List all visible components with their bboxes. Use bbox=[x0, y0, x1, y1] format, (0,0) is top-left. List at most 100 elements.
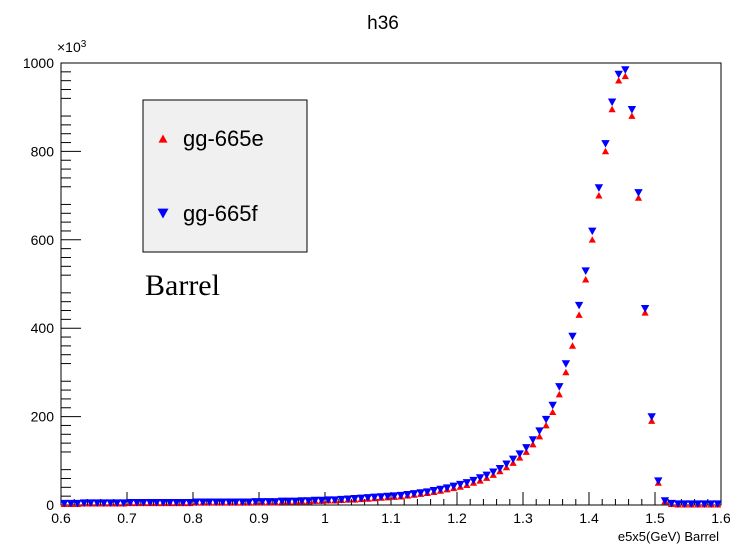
data-point bbox=[581, 267, 590, 275]
data-point bbox=[357, 494, 366, 503]
data-point bbox=[562, 368, 570, 376]
data-point bbox=[462, 479, 472, 487]
data-point bbox=[542, 421, 550, 429]
data-point bbox=[343, 495, 353, 504]
data-point bbox=[436, 485, 445, 494]
data-point bbox=[264, 498, 274, 506]
data-point bbox=[601, 140, 610, 148]
data-point bbox=[205, 498, 214, 507]
data-point bbox=[416, 489, 425, 497]
data-point bbox=[376, 493, 386, 501]
data-point bbox=[495, 464, 505, 473]
data-point bbox=[429, 487, 439, 495]
data-point bbox=[555, 383, 564, 391]
data-point bbox=[647, 413, 656, 421]
data-point bbox=[607, 98, 617, 107]
data-point bbox=[575, 311, 583, 318]
data-point bbox=[423, 488, 432, 496]
data-point bbox=[66, 499, 76, 508]
data-point bbox=[706, 500, 716, 508]
data-point bbox=[409, 490, 419, 498]
data-point bbox=[396, 491, 406, 500]
data-point bbox=[119, 499, 128, 507]
data-point bbox=[185, 498, 194, 507]
data-point bbox=[244, 498, 254, 507]
data-point bbox=[304, 497, 313, 505]
data-point bbox=[370, 493, 379, 502]
legend-label-gg-665f: gg-665f bbox=[183, 201, 259, 226]
data-point bbox=[310, 496, 320, 505]
data-point bbox=[383, 492, 392, 501]
data-point bbox=[337, 495, 346, 504]
data-point bbox=[218, 498, 227, 507]
data-point bbox=[251, 498, 260, 506]
y-tick-label: 800 bbox=[31, 143, 55, 159]
chart-title: h36 bbox=[367, 13, 399, 34]
data-point bbox=[627, 106, 637, 114]
data-point bbox=[469, 476, 478, 485]
data-point bbox=[548, 401, 557, 410]
x-tick-label: 1.1 bbox=[381, 510, 401, 526]
data-point bbox=[535, 432, 544, 440]
x-tick-label: 1.2 bbox=[447, 510, 467, 526]
data-point bbox=[126, 498, 135, 507]
data-point bbox=[528, 436, 538, 444]
data-point bbox=[508, 455, 518, 464]
legend-box bbox=[142, 99, 308, 253]
data-point bbox=[60, 499, 69, 508]
x-tick-label: 1.6 bbox=[711, 510, 730, 526]
data-point bbox=[79, 499, 89, 507]
data-point bbox=[634, 189, 643, 197]
data-point bbox=[615, 77, 623, 84]
y-tick-label: 400 bbox=[31, 320, 55, 336]
y-tick-label: 600 bbox=[31, 232, 55, 248]
x-axis-title: e5x5(GeV) Barrel bbox=[618, 529, 719, 544]
data-point bbox=[628, 112, 636, 119]
data-point bbox=[390, 492, 399, 500]
data-point bbox=[225, 498, 234, 507]
data-point bbox=[449, 482, 458, 491]
data-point bbox=[693, 500, 703, 508]
data-point bbox=[588, 236, 596, 243]
data-point bbox=[529, 440, 537, 448]
data-point bbox=[211, 498, 221, 507]
data-point bbox=[178, 498, 188, 507]
legend: gg-665e gg-665f bbox=[142, 99, 308, 253]
data-point bbox=[515, 450, 524, 458]
data-point bbox=[608, 105, 616, 113]
data-point bbox=[713, 500, 722, 508]
data-point bbox=[291, 497, 300, 506]
y-axis-exponent: ×103 bbox=[57, 39, 87, 55]
data-point bbox=[93, 499, 102, 507]
data-point bbox=[522, 444, 531, 452]
x-tick-label: 1 bbox=[321, 510, 329, 526]
legend-marker-gg-665e bbox=[158, 134, 168, 143]
data-point bbox=[198, 498, 208, 507]
data-point bbox=[159, 498, 168, 507]
x-tick-label: 1.3 bbox=[513, 510, 533, 526]
data-point bbox=[324, 496, 333, 504]
data-point bbox=[231, 498, 241, 507]
data-point bbox=[99, 499, 109, 507]
data-point bbox=[482, 471, 491, 480]
data-markers bbox=[60, 66, 722, 508]
y-tick-label: 1000 bbox=[23, 55, 54, 71]
data-point bbox=[271, 498, 280, 506]
data-point bbox=[330, 496, 340, 504]
data-point bbox=[687, 500, 696, 508]
data-point bbox=[549, 408, 557, 416]
axis-ticks: 0.6 0.7 0.8 0.9 1 1.1 1.2 1.3 1.4 1.5 1.6 0 200 400 60… bbox=[23, 55, 730, 526]
data-point bbox=[614, 70, 623, 79]
legend-marker-gg-665f bbox=[157, 208, 169, 219]
data-point bbox=[660, 497, 670, 505]
data-point bbox=[535, 427, 544, 435]
data-point bbox=[192, 498, 201, 507]
data-point bbox=[700, 500, 709, 508]
data-point bbox=[297, 497, 307, 505]
x-tick-label: 1.5 bbox=[645, 510, 665, 526]
data-point bbox=[634, 194, 643, 201]
data-point bbox=[106, 499, 115, 507]
data-point bbox=[673, 500, 683, 508]
data-point bbox=[172, 498, 181, 507]
data-point bbox=[680, 500, 689, 508]
